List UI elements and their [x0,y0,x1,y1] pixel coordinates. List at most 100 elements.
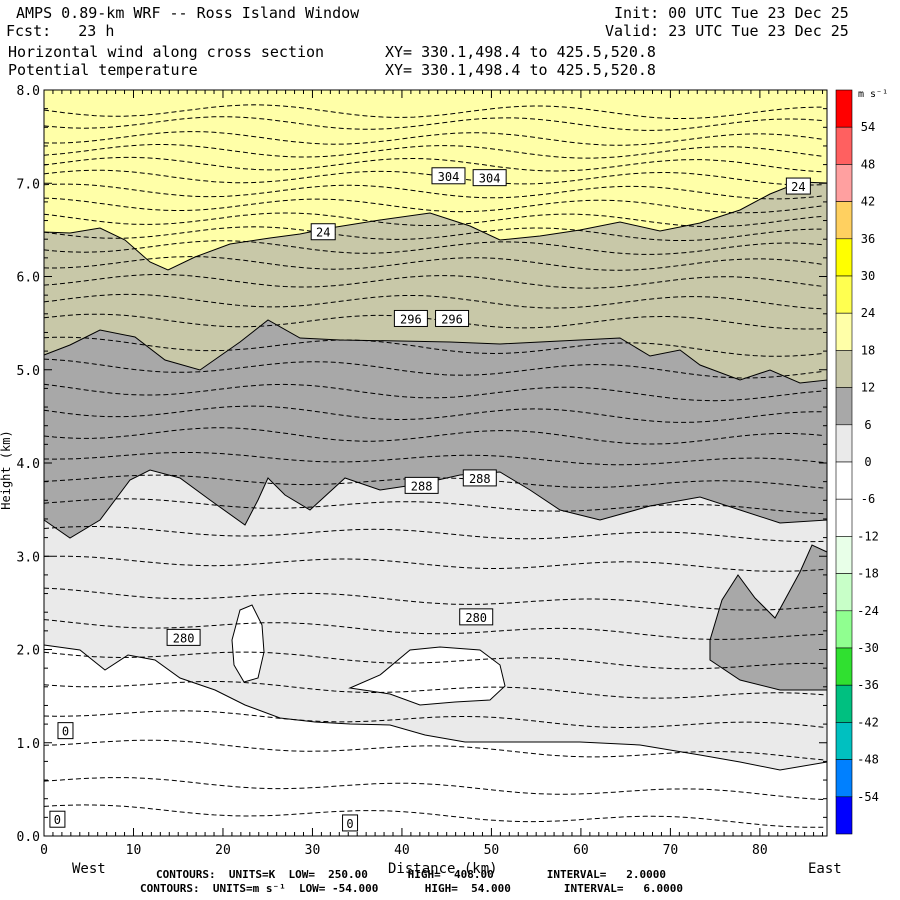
theta-contour-label: 296 [400,312,422,326]
isentrope-line [43,710,825,729]
isentrope-line [43,452,825,466]
y-axis-label: Height (km) [0,430,13,509]
colorbar: 54 48 42 36 30 24 18 12 6 0 -6 -12 -18 -24 -30 -36 -42 -4… [835,89,879,835]
colorbar-swatch [835,164,853,202]
x-tick-label: 10 [126,843,142,858]
colorbar-label: 18 [861,343,875,357]
isentrope-line [43,651,825,670]
colorbar-label: -36 [857,678,879,692]
colorbar-swatch [835,424,853,463]
colorbar-swatch [835,238,853,277]
wind-contour-label: 24 [791,180,805,194]
isentrope-line [43,555,825,572]
x-tick-label: 20 [215,843,231,858]
x-tick-label: 40 [394,843,410,858]
colorbar-swatch [835,498,853,537]
wind-contour-label-box [310,223,336,241]
colorbar-swatch [835,275,853,314]
isentrope-line [43,313,825,330]
colorbar-label: 42 [861,195,875,209]
y-tick-label: 2.0 [17,644,40,659]
wind-contour-label: 0 [54,813,61,827]
isentrope-line [43,681,825,699]
x-tick-label: 80 [752,843,768,858]
isentrope-line [43,619,825,640]
init-time: Init: 00 UTC Tue 23 Dec 25 [614,4,849,22]
isentrope-line [43,169,825,186]
wind-contour-info: CONTOURS: UNITS=m s⁻¹ LOW= -54.000 HIGH=… [140,882,684,895]
colorbar-label: 54 [861,120,875,134]
theta-contour-label-box [462,469,497,487]
x-tick-label: 60 [573,843,589,858]
axes: 0 10 20 30 40 50 60 70 800.01.02.03.04.05.06.07.… [17,84,827,858]
x-edge-right-label: East [808,861,842,877]
colorbar-unit: m s⁻¹ [858,89,888,100]
isentrope-line [43,274,825,289]
theta-contour-label-box [435,309,470,327]
y-tick-label: 0.0 [17,830,40,845]
isentrope-line [43,336,825,357]
theta-contour-label-box [431,167,466,185]
colorbar-swatch [835,350,853,388]
colorbar-label: 6 [864,418,871,432]
y-tick-label: 6.0 [17,271,40,286]
wind-contour-label-box [49,810,66,828]
y-tick-label: 7.0 [17,177,40,192]
theta-contour-label-box [459,608,494,626]
isentrope-line [43,226,824,241]
isentrope-line [43,383,825,402]
theta-contour-label: 288 [469,472,491,486]
isentrope-line [43,525,825,543]
forecast-hour: Fcst: 23 h [6,22,115,40]
x-axis-label: Distance (km) [388,861,498,877]
isentrope-line [43,104,825,119]
colorbar-swatch [835,722,853,760]
colorbar-label: 30 [861,269,875,283]
colorbar-swatch [835,536,853,574]
colorbar-swatch [835,610,853,649]
wind-band-12-18-east [709,544,828,691]
colorbar-swatch [835,126,853,165]
theta-contour-label: 304 [479,172,501,186]
colorbar-swatch [835,201,853,240]
wind-contour-label-box [785,177,811,195]
theta-contour-label: 304 [438,170,460,184]
x-tick-label: 0 [40,843,48,858]
colorbar-label: -6 [861,492,875,506]
y-tick-label: 5.0 [17,364,40,379]
wind-contour-label: 0 [62,725,69,739]
colorbar-swatch [835,387,853,426]
colorbar-swatch [835,759,853,798]
isentrope-line [43,212,825,228]
field-theta-label: Potential temperature [8,61,198,79]
colorbar-label: -54 [857,790,879,804]
colorbar-swatch [835,89,853,128]
colorbar-swatch [835,573,853,612]
wind-contour-label: 0 [346,817,353,831]
colorbar-label: -30 [857,641,879,655]
isentrope-line [43,240,825,255]
colorbar-label: 36 [861,232,875,246]
isentrope-line [43,358,825,379]
colorbar-label: 24 [861,306,875,320]
x-tick-label: 30 [305,843,321,858]
field-wind-label: Horizontal wind along cross section [8,43,325,61]
isentrope-line [43,197,825,214]
colorbar-label: -24 [857,604,879,618]
isentrope-line [43,498,825,515]
chart-title: AMPS 0.89-km WRF -- Ross Island Window [16,4,360,22]
colorbar-label: 12 [861,381,875,395]
theta-contour-label: 280 [465,611,487,625]
theta-contour-label: 280 [173,631,195,645]
cross-section-endpoints-1: XY= 330.1,498.4 to 425.5,520.8 [385,43,656,61]
x-tick-label: 70 [663,843,679,858]
isentrope-line [43,405,824,423]
colorbar-swatch [835,312,853,351]
theta-contour-label-box [166,628,201,646]
colorbar-swatch [835,684,853,723]
isentrope-line [43,427,825,445]
isentrope-line [43,293,825,310]
colorbar-swatch [835,796,853,835]
isentrope-line [43,777,825,800]
